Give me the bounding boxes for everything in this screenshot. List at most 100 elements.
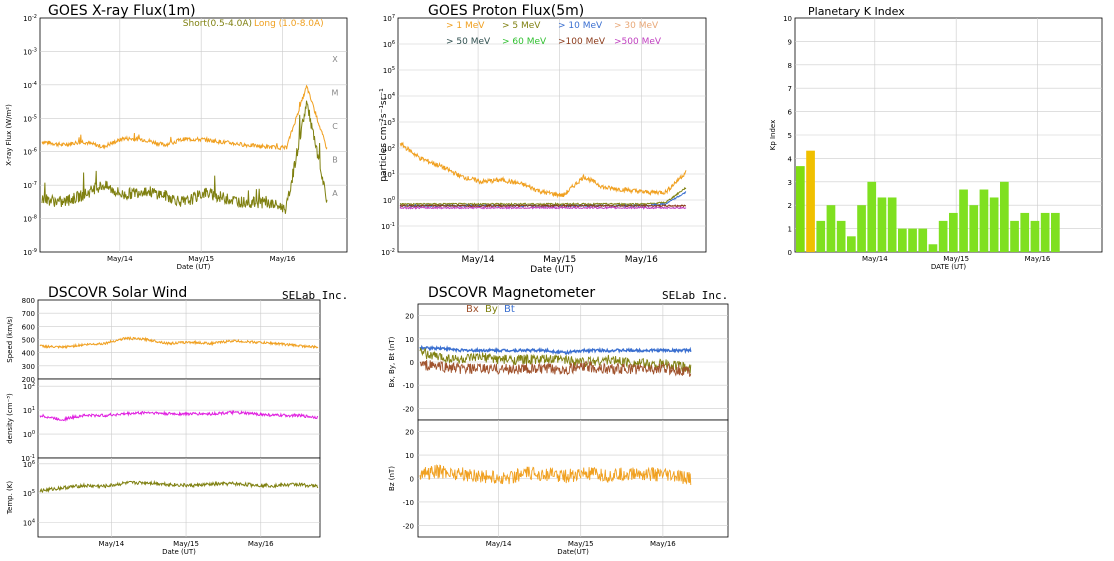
proton-series: [399, 186, 687, 206]
solarwind-title: DSCOVR Solar Wind: [48, 285, 188, 301]
mag-series-by: [419, 347, 692, 374]
sw-density-tick: 101: [23, 406, 35, 415]
sw-density-tick: 10-1: [21, 454, 35, 463]
xray-ytick-label: 10-3: [23, 47, 37, 56]
proton-xtick-label: May/16: [625, 255, 658, 265]
kp-ytick-label: 4: [788, 155, 793, 163]
kp-ytick-label: 6: [788, 109, 793, 117]
proton-series: [399, 205, 687, 210]
sw-speed-tick: 400: [22, 350, 35, 358]
proton-xtick-label: May/14: [462, 255, 495, 265]
sw-speed-series: [39, 335, 319, 350]
kp-bar: [816, 220, 826, 252]
proton-panel: GOES Proton Flux(5m) 10-2 10-1 100 101 102 10…: [370, 0, 750, 280]
kp-ytick-label: 9: [788, 38, 792, 46]
proton-legend-item: > 30 MeV: [614, 21, 659, 31]
proton-series: [399, 141, 687, 199]
sw-xtick-label: May/14: [98, 540, 124, 548]
proton-ytick-label: 101: [383, 170, 395, 179]
mag-ytick-label: 20: [405, 313, 414, 321]
xray-series-short: [41, 100, 328, 214]
xray-xtick-label: May/15: [188, 255, 214, 263]
sw-xtick-label: May/15: [173, 540, 199, 548]
kp-xaxis-label: DATE (UT): [931, 263, 967, 271]
xray-ytick-label: 10-8: [23, 215, 37, 224]
mag-ytick-label: 10: [405, 336, 414, 344]
kp-ytick-label: 8: [788, 62, 792, 70]
proton-legend-item: > 50 MeV: [446, 37, 491, 47]
proton-ytick-label: 107: [383, 14, 395, 23]
sw-subplot-frame: [37, 378, 321, 459]
kp-ytick-label: 3: [788, 179, 792, 187]
sw-xaxis-label: Date (UT): [162, 548, 196, 556]
proton-ytick-label: 104: [383, 92, 395, 101]
kp-bar: [959, 189, 968, 252]
kp-xtick-label: May/16: [1025, 255, 1051, 263]
kp-ytick-label: 10: [783, 15, 792, 23]
kp-title: Planetary K Index: [808, 5, 905, 18]
sw-density-tick: 102: [23, 382, 35, 391]
proton-chart: 10-2 10-1 100 101 102 103 104 105 106 107 May/14 Ma…: [379, 14, 707, 275]
proton-title: GOES Proton Flux(5m): [428, 3, 585, 19]
mag-legend-item: Bx: [466, 304, 479, 315]
solarwind-brand: SELab Inc.: [282, 289, 349, 302]
kp-bar: [918, 228, 928, 252]
sw-subplot-frame: [37, 457, 321, 538]
sw-speed-tick: 500: [22, 337, 35, 345]
sw-speed-label: Speed (km/s): [6, 316, 14, 363]
kp-yaxis-label: Kp Index: [769, 120, 777, 151]
mag-panel: DSCOVR Magnetometer SELab Inc. -20 -10 0 10…: [370, 284, 750, 561]
kp-bar: [989, 197, 999, 252]
sw-speed-tick: 800: [22, 297, 35, 305]
sw-temp-tick: 104: [23, 518, 35, 527]
kp-bar: [1051, 212, 1060, 252]
mag-ytick-label: -10: [403, 382, 414, 390]
mag-xaxis-label: Date(UT): [557, 548, 589, 556]
mag-brand: SELab Inc.: [662, 289, 729, 302]
sw-temp-tick: 105: [23, 489, 35, 498]
kp-bar: [836, 220, 846, 252]
xray-xtick-label: May/14: [107, 255, 133, 263]
proton-ytick-label: 10-2: [381, 248, 395, 257]
proton-legend-item: >100 MeV: [558, 37, 606, 47]
kp-bar: [949, 212, 958, 252]
mag-series-bx: [419, 359, 692, 377]
kp-bar: [1010, 220, 1019, 252]
mag-legend-item: By: [485, 304, 498, 315]
mag-xtick-label: May/16: [650, 540, 676, 548]
kp-bar: [908, 228, 917, 252]
mag-series-bz: [419, 464, 692, 486]
mag-ytick-label: 0: [410, 476, 414, 484]
kp-ytick-label: 5: [788, 132, 792, 140]
proton-ytick-label: 100: [383, 196, 395, 205]
mag-xtick-label: May/15: [568, 540, 594, 548]
kp-chart: 0 1 2 3 4 5 6 7 8 9 10 May/14 May/15 May/16 DATE (UT) K…: [769, 15, 1103, 271]
mag-series-bt: [419, 344, 692, 355]
kp-bar: [928, 244, 938, 252]
xray-class-label: C: [332, 122, 338, 131]
kp-xtick-label: May/15: [943, 255, 969, 263]
sw-density-tick: 100: [23, 430, 35, 439]
kp-ytick-label: 1: [788, 226, 792, 234]
xray-ytick-label: 10-6: [23, 148, 37, 157]
kp-bar: [1040, 212, 1050, 252]
xray-ytick-label: 10-2: [23, 14, 37, 23]
mag-title: DSCOVR Magnetometer: [428, 285, 596, 301]
xray-plot-frame: [39, 17, 348, 253]
solarwind-panel: DSCOVR Solar Wind SELab Inc. 200 300 400 50…: [0, 284, 360, 561]
proton-ytick-label: 105: [383, 66, 395, 75]
kp-ytick-label: 2: [788, 202, 792, 210]
kp-bar: [796, 166, 805, 252]
proton-legend-item: > 1 MeV: [446, 21, 485, 31]
proton-legend-item: > 60 MeV: [502, 37, 547, 47]
proton-ytick-label: 103: [383, 118, 395, 127]
proton-xtick-label: May/15: [543, 255, 576, 265]
xray-chart: 10-9 10-8 10-7 10-6 10-5 10-4 10-3 10-2 X M C B A May…: [5, 14, 348, 271]
kp-bar: [969, 205, 979, 252]
mag-ytick-label: 0: [410, 359, 414, 367]
sw-xtick-label: May/16: [248, 540, 274, 548]
sw-temp-series: [39, 479, 319, 494]
xray-legend-short: Short(0.5-4.0A): [183, 19, 252, 29]
mag-ytick-label: 20: [405, 429, 414, 437]
sw-speed-tick: 600: [22, 323, 35, 331]
